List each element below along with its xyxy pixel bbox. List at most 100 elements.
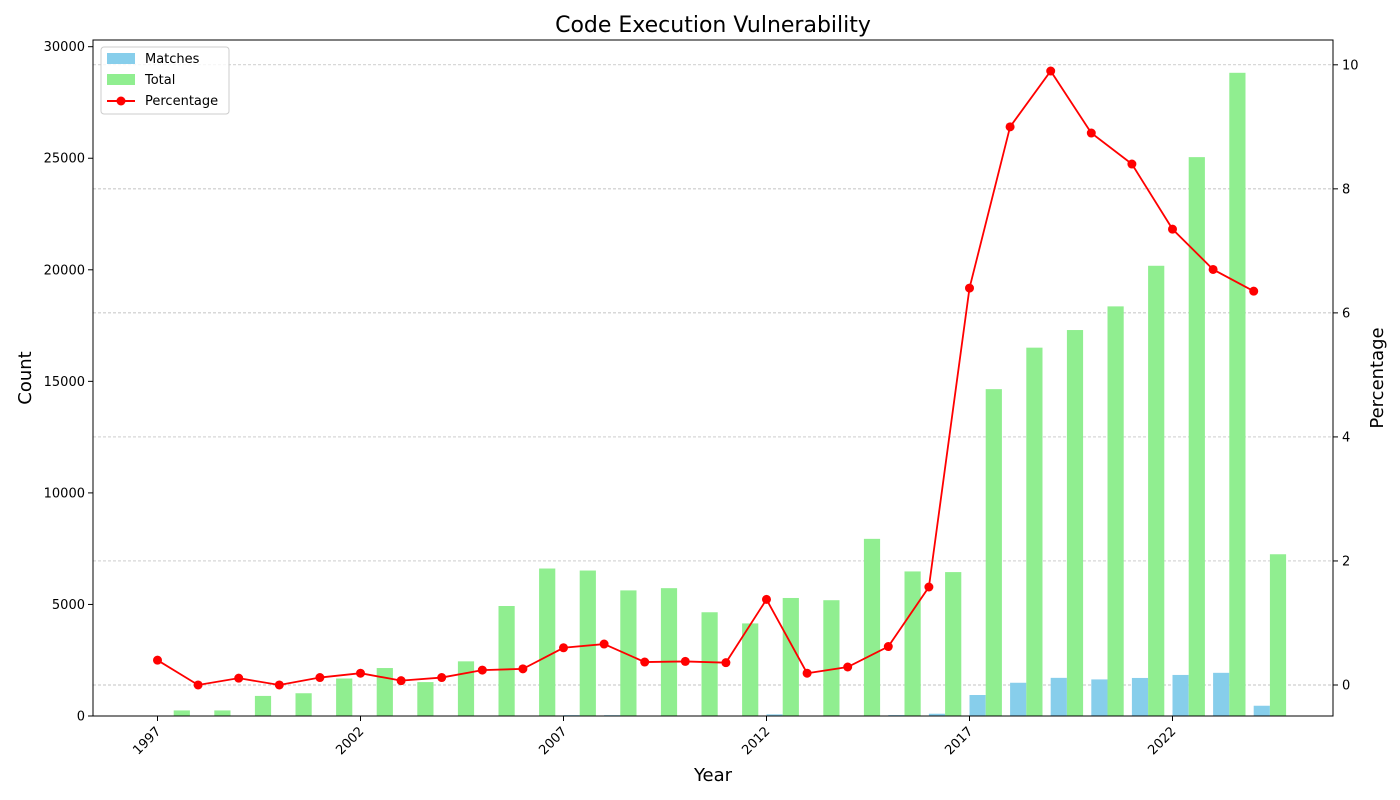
- percentage-point: [477, 665, 487, 675]
- percentage-point: [1208, 264, 1218, 274]
- percentage-point: [1005, 122, 1015, 132]
- bar-matches: [766, 714, 783, 716]
- percentage-point: [396, 676, 406, 686]
- percentage-point: [1168, 224, 1177, 234]
- y-tick-label: 10000: [44, 486, 85, 501]
- percentage-point: [274, 680, 284, 690]
- line-layer: [153, 66, 1259, 690]
- percentage-point: [599, 639, 609, 649]
- bar-matches: [1010, 682, 1027, 716]
- bar-matches: [928, 713, 946, 716]
- bar-total: [782, 597, 799, 716]
- grid-layer: [93, 64, 1333, 686]
- bar-matches: [969, 695, 986, 716]
- percentage-point: [843, 662, 853, 672]
- bar-matches: [1253, 705, 1270, 716]
- percentage-point: [762, 594, 771, 604]
- y2-axis-title: Percentage: [1367, 327, 1388, 428]
- y-tick-label: 30000: [44, 40, 85, 55]
- bar-total: [173, 710, 190, 716]
- legend-label-total: Total: [144, 73, 175, 88]
- y-tick-label: 15000: [44, 375, 85, 390]
- percentage-line: [157, 69, 1255, 686]
- percentage-point: [518, 664, 528, 674]
- legend-label-matches: Matches: [145, 52, 200, 67]
- bar-total: [336, 678, 353, 716]
- percentage-point: [965, 283, 974, 293]
- x-tick-label: 2012: [739, 724, 773, 758]
- percentage-point: [640, 657, 650, 667]
- bar-total: [823, 600, 840, 716]
- percentage-point: [559, 643, 568, 653]
- y2-tick-label: 6: [1342, 306, 1350, 321]
- x-tick-label: 2022: [1145, 724, 1179, 758]
- bar-total: [1066, 330, 1084, 716]
- y2-tick-label: 0: [1342, 678, 1350, 693]
- bar-total: [539, 568, 556, 716]
- bar-total: [945, 572, 962, 716]
- bar-total: [1269, 554, 1287, 716]
- bar-total: [254, 695, 272, 716]
- bar-total: [660, 588, 678, 716]
- percentage-point: [1127, 159, 1137, 169]
- percentage-point: [356, 668, 365, 678]
- y-tick-label: 25000: [44, 152, 85, 167]
- bar-total: [742, 623, 759, 716]
- bar-total: [1148, 265, 1165, 716]
- bar-total: [1107, 306, 1124, 716]
- bar-matches: [1213, 672, 1230, 716]
- bar-total: [985, 389, 1002, 716]
- x-tick-label: 2002: [333, 724, 367, 758]
- percentage-point: [1046, 66, 1056, 76]
- y-tick-label: 0: [77, 710, 85, 725]
- percentage-point: [437, 673, 447, 683]
- x-tick-label: 1997: [130, 724, 164, 758]
- y2-tick-label: 4: [1342, 430, 1350, 445]
- bar-total: [417, 682, 434, 716]
- y2-tick-label: 2: [1342, 554, 1350, 569]
- bar-total: [1188, 157, 1205, 716]
- bar-total: [214, 710, 231, 716]
- bars-layer: [157, 72, 1287, 717]
- bar-total: [579, 570, 596, 716]
- bar-total: [457, 661, 475, 716]
- bar-total: [1229, 72, 1246, 717]
- y2-tick-label: 8: [1342, 182, 1350, 197]
- bar-total: [376, 668, 393, 716]
- bar-total: [701, 612, 718, 716]
- x-tick-label: 2007: [536, 724, 570, 758]
- bar-matches: [1131, 677, 1149, 716]
- percentage-point: [924, 582, 934, 592]
- percentage-point: [1249, 286, 1259, 296]
- chart-title: Code Execution Vulnerability: [555, 13, 871, 38]
- percentage-point: [193, 680, 203, 690]
- y-axis-title: Count: [15, 351, 36, 404]
- legend-swatch-total: [107, 74, 135, 85]
- legend-swatch-matches: [107, 53, 135, 64]
- percentage-point: [153, 655, 162, 665]
- bar-total: [295, 693, 312, 716]
- bar-total: [620, 590, 637, 716]
- percentage-point: [315, 673, 325, 683]
- bar-matches: [1050, 677, 1067, 716]
- plot-frame: [92, 39, 1334, 717]
- bar-total: [863, 538, 881, 716]
- percentage-point: [883, 642, 893, 652]
- legend-marker-percentage: [116, 96, 126, 106]
- percentage-point: [802, 668, 812, 678]
- percentage-point: [680, 656, 690, 666]
- percentage-point: [1086, 128, 1096, 138]
- bar-total: [498, 606, 515, 716]
- x-axis-title: Year: [693, 765, 733, 786]
- legend-label-percentage: Percentage: [145, 94, 218, 109]
- x-tick-label: 2017: [942, 724, 976, 758]
- bar-total: [1026, 347, 1043, 716]
- percentage-point: [721, 658, 731, 668]
- bar-matches: [1172, 674, 1189, 716]
- y2-tick-label: 10: [1342, 58, 1359, 73]
- y-tick-label: 20000: [44, 263, 85, 278]
- bar-matches: [1091, 679, 1108, 716]
- bar-total: [904, 571, 921, 716]
